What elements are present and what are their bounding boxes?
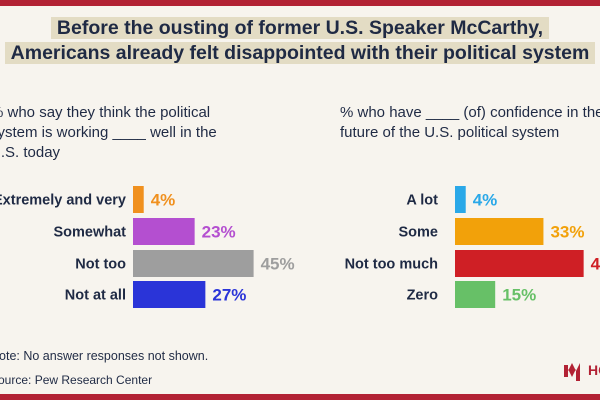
left-value-label-4: 27%	[212, 286, 246, 305]
title-line-1: Before the ousting of former U.S. Speake…	[50, 17, 550, 39]
right-value-label-4: 15%	[502, 286, 536, 305]
logo-icon	[564, 363, 580, 381]
left-bar-4	[133, 281, 206, 308]
right-category-label-4: Zero	[407, 288, 439, 304]
right-category-label-1: A lot	[406, 193, 438, 209]
right-value-label-3: 48%	[591, 255, 600, 274]
left-category-label-4: Not at all	[65, 288, 126, 304]
left-category-label-3: Not too	[75, 257, 126, 273]
title-line-2: Americans already felt disappointed with…	[4, 42, 596, 64]
right-category-label-3: Not too much	[345, 257, 438, 273]
footnote: Note: No answer responses not shown.	[0, 349, 209, 363]
logo-text: HO	[588, 362, 600, 378]
bottom-accent-bar	[0, 394, 600, 400]
right-value-label-2: 33%	[550, 223, 584, 242]
left-value-label-2: 23%	[202, 223, 236, 242]
right-value-label-1: 4%	[473, 191, 498, 210]
left-bar-3	[133, 250, 254, 277]
right-bar-3	[455, 250, 584, 277]
left-value-label-1: 4%	[151, 191, 176, 210]
left-bar-1	[133, 186, 144, 213]
chart-title: Before the ousting of former U.S. Speake…	[0, 16, 600, 66]
left-value-label-3: 45%	[261, 255, 295, 274]
right-bar-2	[455, 218, 544, 245]
source-line: Source: Pew Research Center	[0, 373, 153, 387]
right-bar-4	[455, 281, 496, 308]
left-category-label-2: Somewhat	[53, 225, 126, 241]
right-category-label-2: Some	[399, 225, 439, 241]
left-chart-subtitle: % who say they think the political syste…	[0, 104, 217, 161]
left-category-label-1: Extremely and very	[0, 193, 126, 209]
right-chart-subtitle: % who have ____ (of) confidence in the f…	[340, 104, 600, 141]
left-bar-2	[133, 218, 195, 245]
top-accent-bar	[0, 0, 600, 6]
right-bar-1	[455, 186, 466, 213]
